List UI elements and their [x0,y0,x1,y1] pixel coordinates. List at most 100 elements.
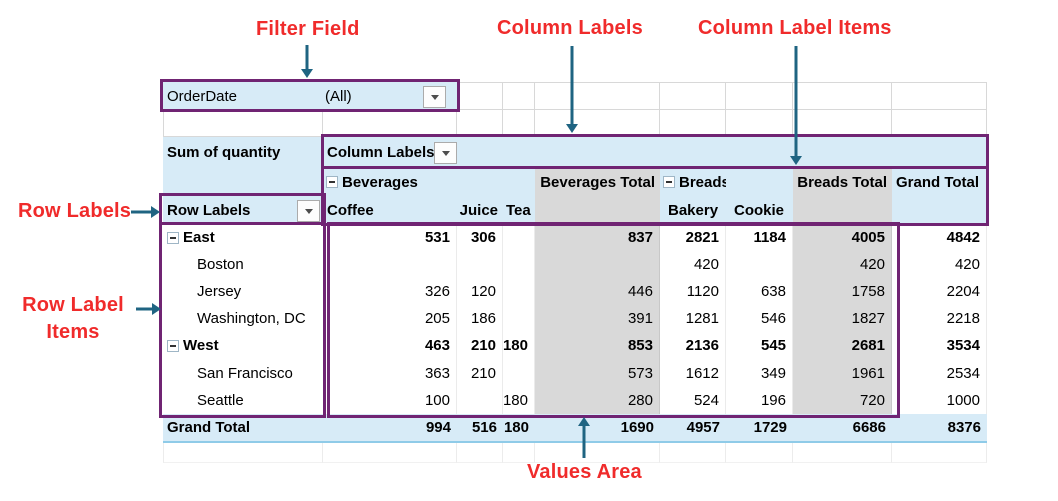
value-cell[interactable]: 2218 [892,305,987,332]
value-cell[interactable]: 280 [535,387,660,414]
value-cell[interactable]: 545 [726,332,793,359]
value-cell[interactable]: 1120 [660,278,726,305]
value-cell[interactable]: 1961 [793,359,892,387]
row-label-washington-dc[interactable]: Washington, DC [163,305,323,332]
value-cell[interactable]: 3534 [892,332,987,359]
value-cell[interactable]: 8376 [892,414,987,441]
value-cell[interactable]: 180 [503,332,535,359]
value-cell[interactable] [503,251,535,278]
beverages-total-header[interactable]: Beverages Total [535,168,660,196]
collapse-button-west[interactable] [167,339,179,352]
value-cell[interactable]: 186 [457,305,503,332]
breads-total-header[interactable]: Breads Total [793,168,892,196]
value-cell[interactable]: 638 [726,278,793,305]
value-cell[interactable]: 531 [323,224,457,251]
value-cell[interactable]: 2204 [892,278,987,305]
value-cell[interactable]: 4957 [660,414,726,441]
value-cell[interactable]: 2821 [660,224,726,251]
collapse-button-breads[interactable] [663,176,675,188]
empty-cell[interactable] [793,441,892,463]
value-cell[interactable]: 524 [660,387,726,414]
empty-cell[interactable] [503,82,535,110]
empty-cell[interactable] [726,441,793,463]
empty-cell[interactable] [660,441,726,463]
value-cell[interactable]: 446 [535,278,660,305]
collapse-button-beverages[interactable] [326,176,338,188]
value-cell[interactable]: 853 [535,332,660,359]
value-cell[interactable]: 1729 [726,414,793,441]
value-cell[interactable]: 1281 [660,305,726,332]
empty-cell[interactable] [726,82,793,110]
row-label-east[interactable]: East [163,224,323,251]
empty-header-cell[interactable] [892,196,987,224]
header-coffee[interactable]: Coffee [323,196,457,224]
empty-cell[interactable] [660,82,726,110]
empty-cell[interactable] [457,441,503,463]
filter-field-cell[interactable]: OrderDate [163,82,323,110]
value-cell[interactable]: 2534 [892,359,987,387]
value-cell[interactable]: 391 [535,305,660,332]
value-cell[interactable] [503,224,535,251]
column-labels-cell[interactable]: Column Labels [323,137,987,168]
value-cell[interactable] [503,305,535,332]
value-cell[interactable]: 326 [323,278,457,305]
col-group-beverages-cell[interactable]: Beverages [323,168,457,196]
row-label-west[interactable]: West [163,332,323,359]
row-labels-dropdown[interactable] [297,200,320,222]
value-cell[interactable]: 180 [503,387,535,414]
column-labels-dropdown[interactable] [434,142,457,164]
value-cell[interactable]: 210 [457,359,503,387]
value-cell[interactable] [535,251,660,278]
empty-cell[interactable] [535,441,660,463]
header-bakery[interactable]: Bakery [660,196,726,224]
empty-cell[interactable] [660,110,726,137]
value-cell[interactable]: 573 [535,359,660,387]
value-cell[interactable]: 994 [323,414,457,441]
value-cell[interactable]: 516 [457,414,503,441]
col-group-breads-cell[interactable]: Breads [660,168,726,196]
grand-total-col-header[interactable]: Grand Total [892,168,987,196]
value-cell[interactable]: 4005 [793,224,892,251]
value-cell[interactable]: 837 [535,224,660,251]
value-cell[interactable]: 349 [726,359,793,387]
empty-header-cell[interactable] [457,168,503,196]
empty-header-cell[interactable] [726,168,793,196]
measure-cell[interactable]: Sum of quantity [163,137,323,168]
empty-cell[interactable] [323,110,457,137]
filter-value-cell[interactable]: (All) [323,82,457,110]
value-cell[interactable] [503,278,535,305]
value-cell[interactable]: 210 [457,332,503,359]
empty-cell[interactable] [457,110,503,137]
value-cell[interactable] [323,251,457,278]
row-label-grand-total[interactable]: Grand Total [163,414,323,441]
empty-cell[interactable] [892,110,987,137]
empty-header-cell[interactable] [535,196,660,224]
empty-header-cell[interactable] [163,168,323,196]
value-cell[interactable] [457,251,503,278]
empty-header-cell[interactable] [503,168,535,196]
filter-dropdown[interactable] [423,86,446,108]
empty-cell[interactable] [535,82,660,110]
empty-cell[interactable] [892,82,987,110]
empty-cell[interactable] [793,110,892,137]
value-cell[interactable]: 1758 [793,278,892,305]
header-cookie[interactable]: Cookie [726,196,793,224]
row-label-san-francisco[interactable]: San Francisco [163,359,323,387]
empty-cell[interactable] [535,110,660,137]
value-cell[interactable]: 1690 [535,414,660,441]
value-cell[interactable]: 180 [503,414,535,441]
collapse-button-east[interactable] [167,231,179,244]
row-label-jersey[interactable]: Jersey [163,278,323,305]
value-cell[interactable]: 1184 [726,224,793,251]
value-cell[interactable]: 100 [323,387,457,414]
empty-cell[interactable] [503,441,535,463]
value-cell[interactable]: 363 [323,359,457,387]
value-cell[interactable]: 205 [323,305,457,332]
empty-header-cell[interactable] [793,196,892,224]
value-cell[interactable]: 420 [793,251,892,278]
value-cell[interactable]: 6686 [793,414,892,441]
value-cell[interactable]: 120 [457,278,503,305]
empty-cell[interactable] [892,441,987,463]
row-labels-cell[interactable]: Row Labels [163,196,323,224]
empty-cell[interactable] [457,82,503,110]
